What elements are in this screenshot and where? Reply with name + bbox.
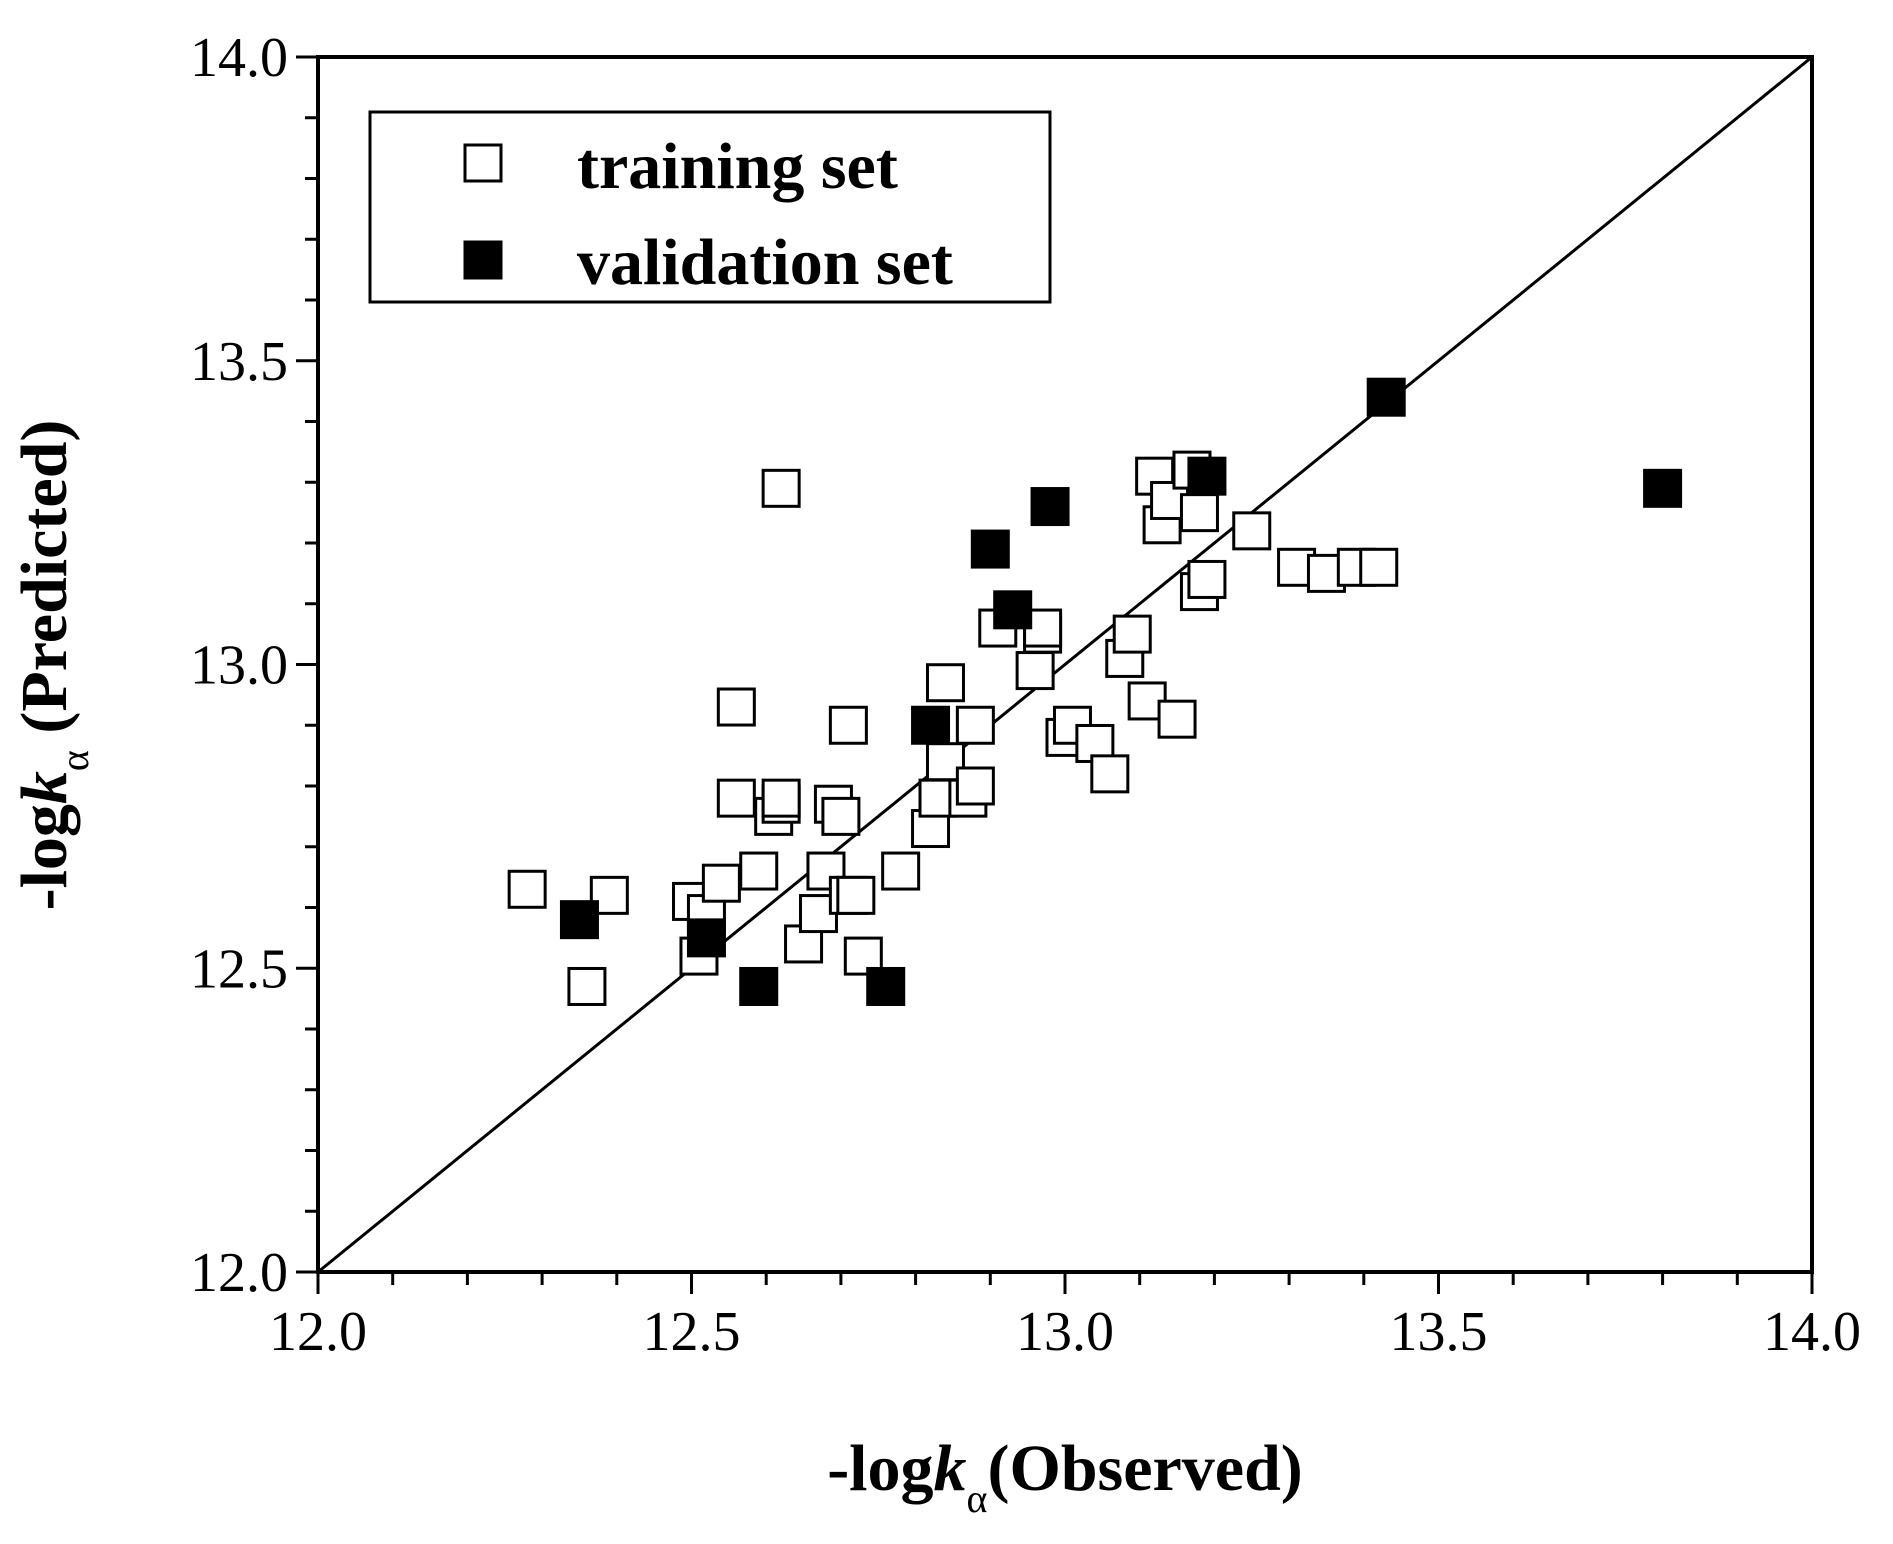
training-point	[821, 796, 861, 836]
training-point	[739, 851, 779, 891]
y-tick-label: 14.0	[190, 27, 288, 89]
x-axis-title: -logkα(Observed)	[827, 1432, 1303, 1521]
validation-point	[1030, 487, 1070, 527]
training-point	[925, 663, 965, 703]
training-point	[1179, 493, 1219, 533]
y-axis-title-suffix: (Predicted)	[8, 420, 81, 750]
validation-point	[1643, 468, 1683, 508]
training-point	[1359, 547, 1399, 587]
x-tick-label: 13.5	[1390, 1301, 1488, 1363]
data-points	[507, 377, 1683, 1006]
training-point	[761, 778, 801, 818]
y-axis-title: -logkα (Predicted)	[8, 420, 97, 911]
x-axis-title-prefix: -log	[827, 1432, 933, 1505]
training-point	[761, 468, 801, 508]
identity-reference-line	[317, 55, 1813, 1274]
x-tick-label: 12.0	[269, 1301, 367, 1363]
training-point	[881, 851, 921, 891]
validation-point	[911, 705, 951, 745]
validation-point	[866, 966, 906, 1006]
training-point	[716, 687, 756, 727]
validation-point	[739, 966, 779, 1006]
training-point	[1157, 699, 1197, 739]
training-point	[716, 778, 756, 818]
x-tick-label: 12.5	[643, 1301, 741, 1363]
axis-tick-labels: 12.0 12.5 13.0 13.5 14.0 12.0 12.5 13.0 13.5 14.0	[190, 27, 1861, 1363]
legend-label-validation: validation set	[577, 226, 953, 299]
x-axis-title-var: k	[934, 1432, 967, 1505]
validation-point	[970, 529, 1010, 569]
x-tick-label: 13.0	[1016, 1301, 1114, 1363]
y-tick-label: 13.5	[190, 331, 288, 393]
training-point	[1112, 614, 1152, 654]
x-axis-title-suffix: (Observed)	[988, 1432, 1303, 1505]
legend-marker-training	[463, 143, 503, 183]
training-point	[955, 705, 995, 745]
validation-point	[559, 900, 599, 940]
validation-point	[686, 918, 726, 958]
training-point	[1232, 511, 1272, 551]
training-point	[507, 869, 547, 909]
training-point	[836, 875, 876, 915]
legend-label-training: training set	[577, 130, 898, 203]
training-point	[828, 705, 868, 745]
y-axis-title-prefix: -log	[8, 804, 81, 910]
training-point	[1090, 754, 1130, 794]
training-point	[701, 863, 741, 903]
legend-marker-validation	[463, 240, 503, 280]
y-tick-label: 12.5	[190, 938, 288, 1000]
y-tick-label: 13.0	[190, 635, 288, 697]
validation-point	[993, 590, 1033, 630]
validation-point	[1187, 456, 1227, 496]
training-point	[567, 966, 607, 1006]
y-axis-title-sub: α	[52, 750, 97, 771]
y-tick-label: 12.0	[190, 1242, 288, 1304]
legend: training set validation set	[368, 110, 1052, 304]
x-axis-title-sub: α	[967, 1476, 988, 1521]
training-point	[1187, 559, 1227, 599]
y-axis-title-var: k	[8, 771, 81, 804]
x-tick-label: 14.0	[1763, 1301, 1861, 1363]
training-point	[955, 766, 995, 806]
validation-point	[1366, 377, 1406, 417]
training-point	[1015, 651, 1055, 691]
axis-ticks	[296, 55, 1814, 1294]
